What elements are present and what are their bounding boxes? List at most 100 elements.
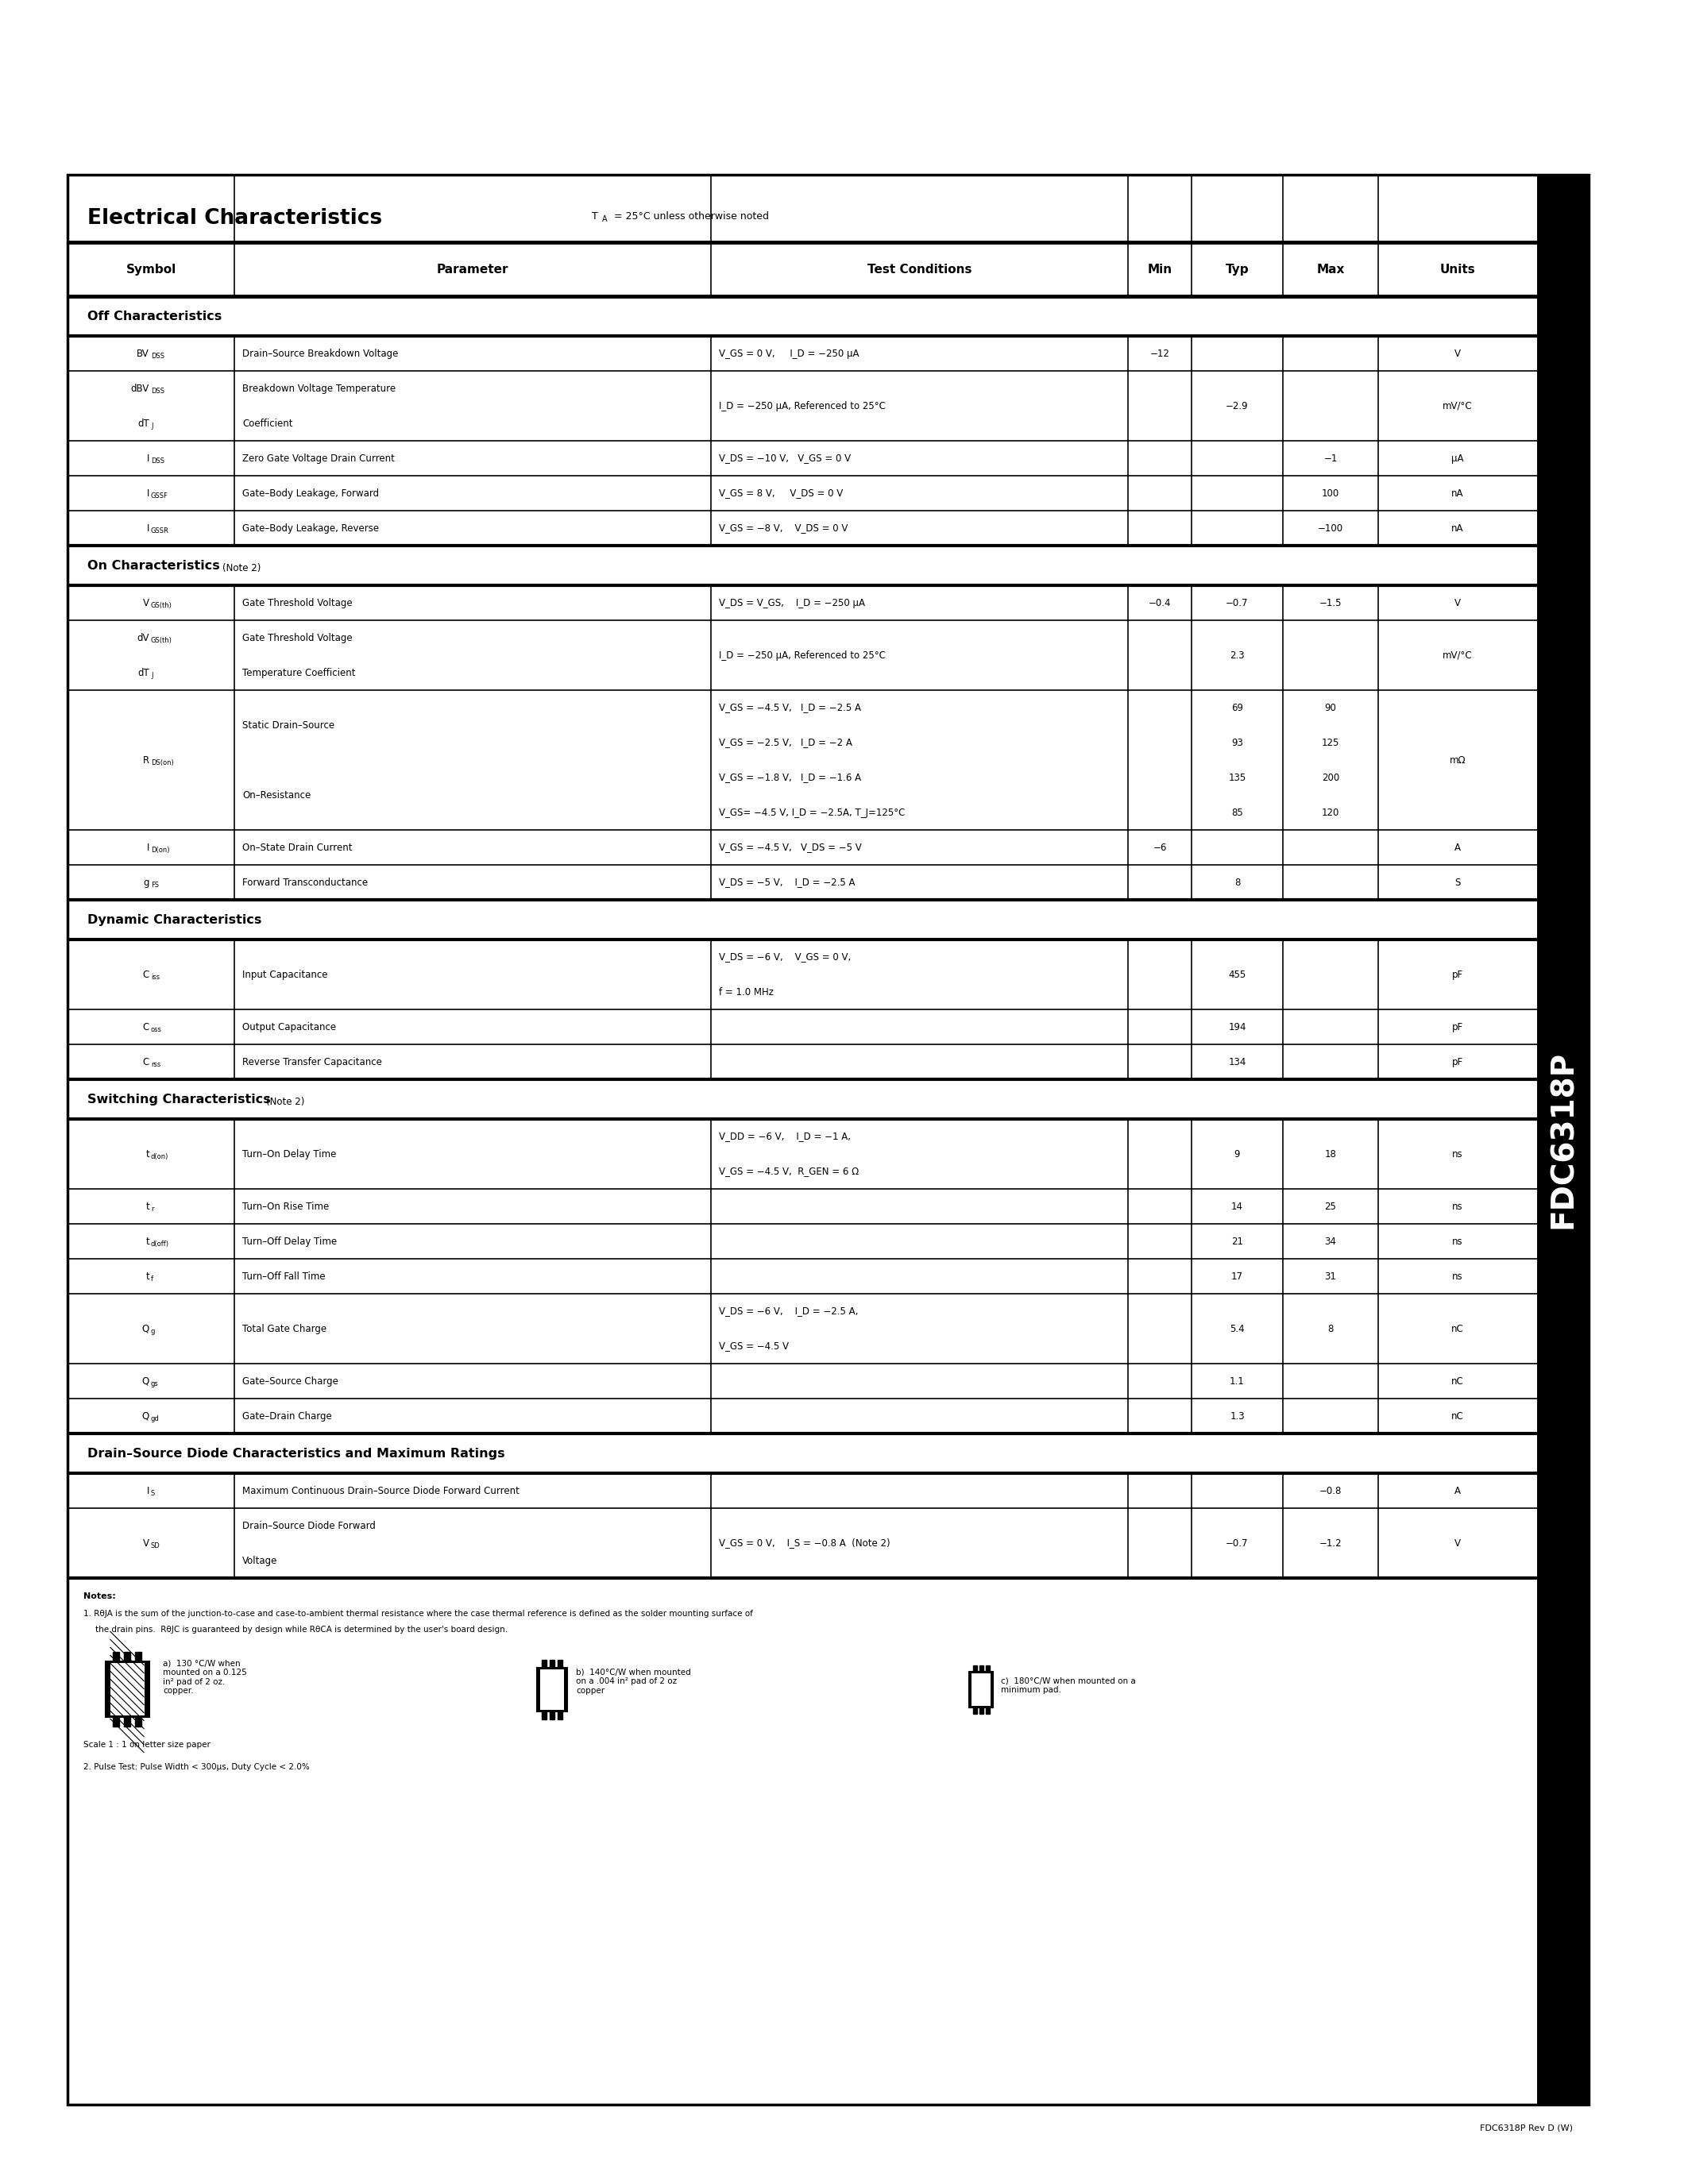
Text: r: r	[150, 1206, 154, 1212]
Text: BV: BV	[137, 347, 149, 358]
Bar	[972, 1673, 991, 1706]
Text: −2.9: −2.9	[1225, 400, 1249, 411]
Text: 69: 69	[1231, 703, 1242, 712]
Text: 9: 9	[1234, 1149, 1241, 1160]
Text: 21: 21	[1231, 1236, 1242, 1247]
Text: A: A	[603, 216, 608, 223]
Text: V_GS = 0 V,     I_D = −250 μA: V_GS = 0 V, I_D = −250 μA	[719, 347, 859, 358]
Text: GSSR: GSSR	[150, 526, 169, 535]
Text: nA: nA	[1452, 522, 1463, 533]
Text: g: g	[150, 1328, 155, 1334]
Text: −1: −1	[1323, 452, 1337, 463]
Text: pF: pF	[1452, 1022, 1463, 1033]
Text: ns: ns	[1452, 1201, 1463, 1212]
Text: f = 1.0 MHz: f = 1.0 MHz	[719, 987, 773, 998]
Bar	[105, 1662, 149, 1717]
Text: mΩ: mΩ	[1450, 756, 1465, 764]
Bar	[113, 1651, 120, 1662]
Text: = 25°C unless otherwise noted: = 25°C unless otherwise noted	[614, 212, 770, 221]
Bar	[135, 1651, 142, 1662]
Text: I: I	[147, 452, 149, 463]
Bar	[110, 1662, 143, 1714]
Text: Units: Units	[1440, 264, 1475, 275]
Bar	[557, 1660, 562, 1666]
Bar	[123, 1651, 130, 1662]
Text: −1.2: −1.2	[1320, 1538, 1342, 1548]
Text: dBV: dBV	[132, 382, 149, 393]
Text: DSS: DSS	[150, 456, 164, 465]
Text: 135: 135	[1229, 773, 1246, 782]
Bar	[113, 1717, 120, 1728]
Text: V_GS = −4.5 V,   V_DS = −5 V: V_GS = −4.5 V, V_DS = −5 V	[719, 843, 861, 852]
Text: 18: 18	[1325, 1149, 1337, 1160]
Text: ns: ns	[1452, 1236, 1463, 1247]
Text: On–State Drain Current: On–State Drain Current	[243, 843, 353, 852]
Text: Input Capacitance: Input Capacitance	[243, 970, 327, 981]
Text: t: t	[145, 1236, 149, 1247]
Text: I: I	[147, 522, 149, 533]
Text: 5.4: 5.4	[1231, 1324, 1244, 1334]
Text: mV/°C: mV/°C	[1443, 400, 1472, 411]
Text: dV: dV	[137, 633, 149, 642]
Text: iss: iss	[150, 974, 160, 981]
Text: dT: dT	[138, 668, 149, 677]
Text: oss: oss	[150, 1026, 162, 1033]
Text: T: T	[592, 212, 598, 221]
Text: GSSF: GSSF	[150, 491, 169, 500]
Text: 125: 125	[1322, 738, 1340, 747]
Text: pF: pF	[1452, 970, 1463, 981]
Text: C: C	[143, 970, 149, 981]
Text: nA: nA	[1452, 487, 1463, 498]
Text: −6: −6	[1153, 843, 1166, 852]
Text: V_GS = −4.5 V,   I_D = −2.5 A: V_GS = −4.5 V, I_D = −2.5 A	[719, 703, 861, 712]
Text: DS(on): DS(on)	[150, 758, 174, 767]
Text: Electrical Characteristics: Electrical Characteristics	[88, 207, 381, 229]
Text: V_DS = V_GS,    I_D = −250 μA: V_DS = V_GS, I_D = −250 μA	[719, 598, 864, 607]
Text: S: S	[150, 1489, 155, 1496]
Text: 93: 93	[1231, 738, 1242, 747]
Text: Zero Gate Voltage Drain Current: Zero Gate Voltage Drain Current	[243, 452, 395, 463]
Bar	[540, 1669, 564, 1710]
Text: J: J	[150, 670, 154, 679]
Text: GS(th): GS(th)	[150, 601, 172, 609]
Text: Scale 1 : 1 on letter size paper: Scale 1 : 1 on letter size paper	[83, 1741, 211, 1749]
Text: Off Characteristics: Off Characteristics	[88, 310, 221, 321]
Text: A: A	[1455, 1485, 1460, 1496]
Text: −0.4: −0.4	[1148, 598, 1171, 607]
Text: b)  140°C/W when mounted
on a .004 in² pad of 2 oz
copper: b) 140°C/W when mounted on a .004 in² pa…	[576, 1669, 690, 1695]
Text: J: J	[150, 422, 154, 430]
Text: R: R	[143, 756, 149, 764]
Text: 100: 100	[1322, 487, 1339, 498]
Text: g: g	[143, 878, 149, 887]
Text: V_DS = −6 V,    I_D = −2.5 A,: V_DS = −6 V, I_D = −2.5 A,	[719, 1306, 858, 1317]
Text: I_D = −250 μA, Referenced to 25°C: I_D = −250 μA, Referenced to 25°C	[719, 651, 886, 660]
Text: 34: 34	[1325, 1236, 1337, 1247]
Bar	[557, 1710, 562, 1719]
Text: rss: rss	[150, 1061, 160, 1068]
Text: On–Resistance: On–Resistance	[243, 791, 311, 799]
Bar	[68, 175, 1588, 2105]
Text: V_GS = 0 V,    I_S = −0.8 A  (Note 2): V_GS = 0 V, I_S = −0.8 A (Note 2)	[719, 1538, 890, 1548]
Text: −1.5: −1.5	[1320, 598, 1342, 607]
Text: Max: Max	[1317, 264, 1345, 275]
Text: SD: SD	[150, 1542, 160, 1548]
Text: V: V	[1455, 347, 1460, 358]
Text: 2. Pulse Test: Pulse Width < 300μs, Duty Cycle < 2.0%: 2. Pulse Test: Pulse Width < 300μs, Duty…	[83, 1762, 309, 1771]
Bar	[123, 1717, 130, 1728]
Text: d(on): d(on)	[150, 1153, 169, 1160]
Text: Typ: Typ	[1225, 264, 1249, 275]
Text: 120: 120	[1322, 808, 1340, 817]
Text: Turn–Off Fall Time: Turn–Off Fall Time	[243, 1271, 326, 1282]
Text: FDC6318P: FDC6318P	[1548, 1051, 1578, 1230]
Bar	[542, 1660, 547, 1666]
Text: nC: nC	[1452, 1324, 1463, 1334]
Text: 8: 8	[1327, 1324, 1334, 1334]
Text: I: I	[147, 1485, 149, 1496]
Text: V: V	[143, 598, 149, 607]
Text: ns: ns	[1452, 1149, 1463, 1160]
Text: c)  180°C/W when mounted on a
minimum pad.: c) 180°C/W when mounted on a minimum pad…	[1001, 1677, 1136, 1695]
Text: V_DD = −6 V,    I_D = −1 A,: V_DD = −6 V, I_D = −1 A,	[719, 1131, 851, 1142]
Text: Static Drain–Source: Static Drain–Source	[243, 721, 334, 729]
Text: Total Gate Charge: Total Gate Charge	[243, 1324, 326, 1334]
Text: V_GS = −2.5 V,   I_D = −2 A: V_GS = −2.5 V, I_D = −2 A	[719, 738, 852, 747]
